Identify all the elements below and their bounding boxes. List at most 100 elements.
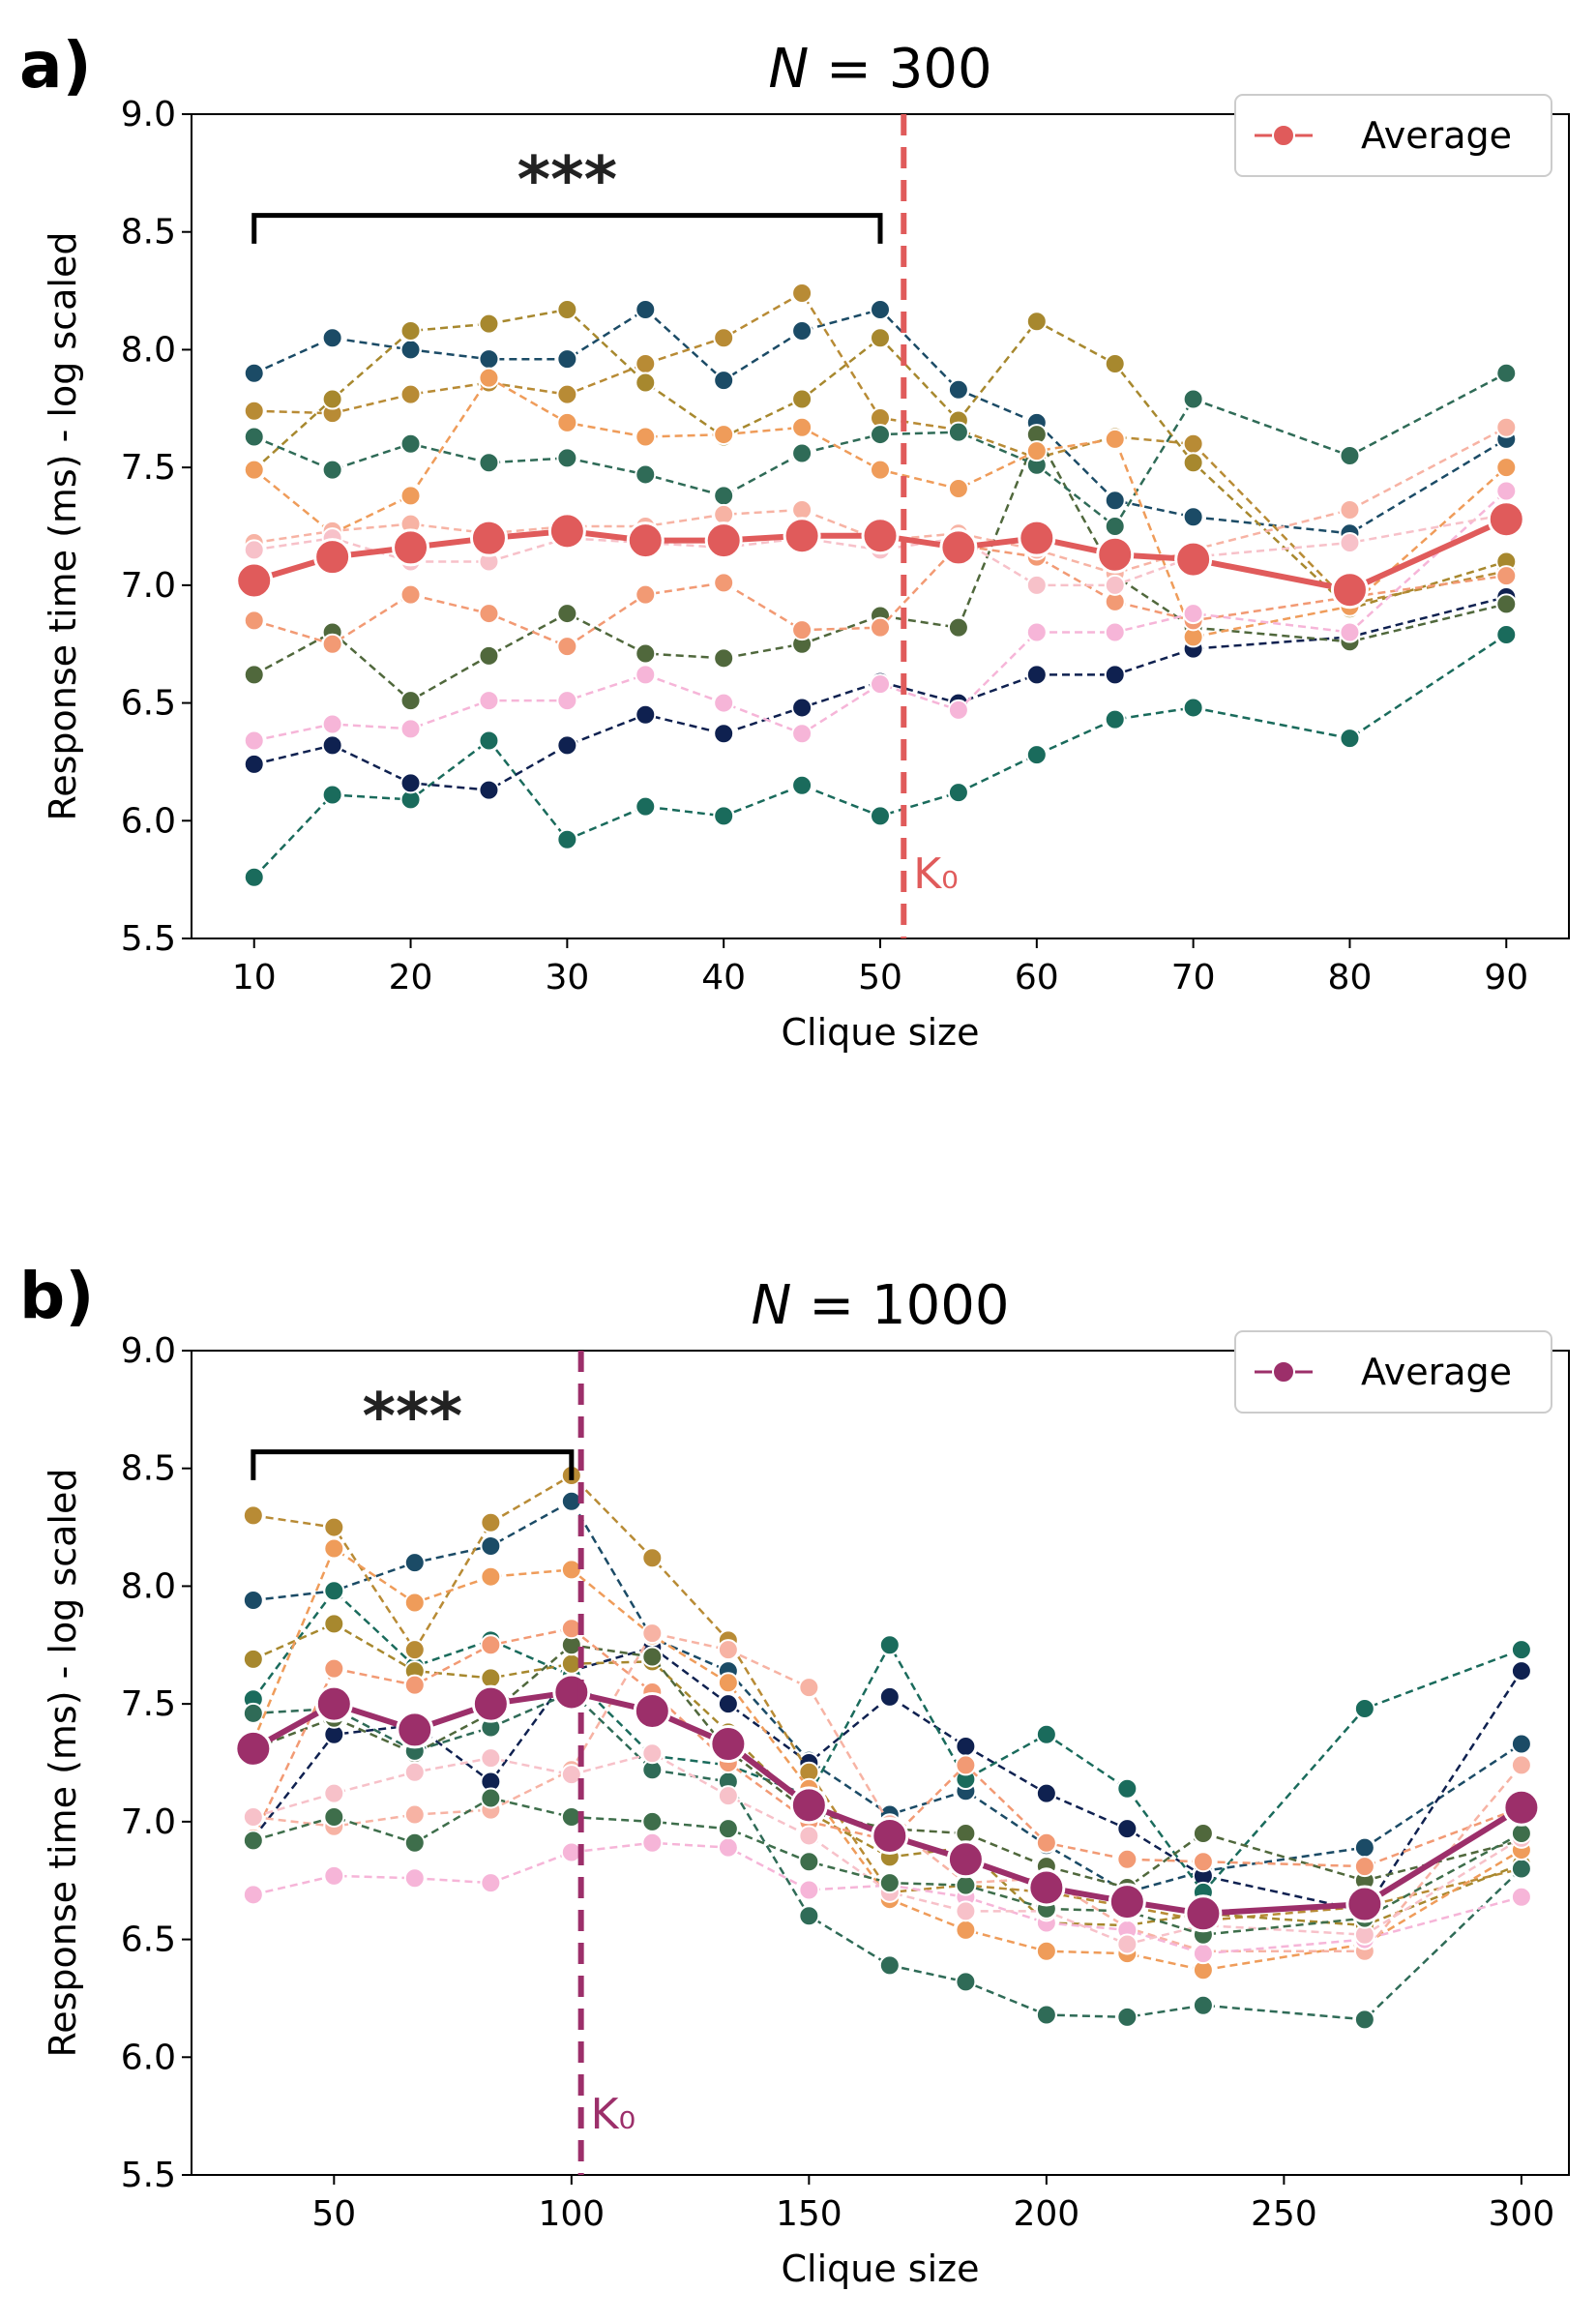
series-point (870, 459, 891, 481)
series-point (1025, 744, 1048, 766)
series-point (480, 1747, 502, 1770)
series-point (641, 1810, 664, 1832)
significance-stars: *** (517, 143, 618, 218)
series-point (1116, 1777, 1138, 1800)
legend-box (1234, 1330, 1552, 1414)
series-point (798, 1905, 820, 1927)
series-point (713, 327, 735, 349)
series-point (635, 664, 657, 686)
series-point (1510, 1733, 1532, 1755)
series-point (478, 690, 500, 712)
series-point (1104, 664, 1126, 686)
average-point (1345, 1885, 1384, 1923)
series-point (1035, 1782, 1057, 1804)
y-tick-label: 6.5 (121, 1920, 176, 1960)
x-tick-label: 10 (232, 958, 277, 997)
series-point (1510, 1754, 1532, 1776)
series-point (478, 603, 500, 625)
y-tick-label: 7.5 (121, 448, 176, 488)
series-point (955, 1919, 977, 1941)
series-point (1495, 480, 1518, 502)
series-point (870, 327, 891, 349)
series-point (243, 539, 265, 561)
average-point (396, 1711, 434, 1749)
y-tick-label: 6.5 (121, 684, 176, 724)
series-point (1353, 1836, 1375, 1859)
series-point (870, 673, 891, 696)
series-point (478, 729, 500, 752)
average-point (946, 1840, 985, 1879)
series-point (947, 782, 969, 804)
series-point (878, 1954, 901, 1977)
series-point (243, 362, 265, 384)
series-point (713, 572, 735, 594)
series-point (791, 442, 813, 464)
legend-label: Average (1361, 114, 1512, 157)
series-point (1192, 1851, 1214, 1873)
series-point (560, 1559, 582, 1581)
series-point (791, 416, 813, 438)
series-point (791, 283, 813, 305)
series-point (641, 1622, 664, 1645)
series-point (560, 1764, 582, 1786)
series-point (556, 734, 578, 757)
series-point (243, 753, 265, 775)
series-point (791, 619, 813, 641)
series-point (1035, 2004, 1057, 2026)
k0-label: K₀ (913, 849, 959, 899)
series-point (403, 1639, 426, 1661)
series-point (478, 348, 500, 371)
series-point (321, 459, 343, 481)
series-point (878, 1685, 901, 1708)
series-point (399, 319, 422, 342)
x-tick-label: 90 (1484, 958, 1528, 997)
y-axis-label: Response time (ms) - log scaled (42, 232, 84, 821)
series-point (323, 1613, 345, 1635)
y-tick-label: 8.0 (121, 330, 176, 370)
series-point (1339, 444, 1361, 466)
legend-marker (1272, 124, 1295, 147)
series-point (947, 421, 969, 443)
x-tick-label: 200 (1014, 2194, 1080, 2234)
series-point (243, 729, 265, 752)
average-point (1502, 1788, 1541, 1827)
series-point (399, 583, 422, 606)
series-point (955, 1971, 977, 1993)
series-point (1339, 728, 1361, 750)
series-point (1339, 532, 1361, 554)
series-point (1104, 353, 1126, 375)
series-point (478, 313, 500, 335)
series-point (798, 1851, 820, 1873)
series-point (1495, 362, 1518, 384)
chart-title: N = 300 (768, 38, 991, 101)
average-point (1174, 540, 1213, 579)
x-tick-label: 80 (1328, 958, 1373, 997)
y-tick-label: 9.0 (121, 95, 176, 134)
average-point (704, 521, 743, 560)
series-point (1495, 416, 1518, 438)
average-point (626, 521, 665, 560)
series-point (635, 353, 657, 375)
x-tick-label: 70 (1171, 958, 1216, 997)
x-tick-label: 100 (538, 2194, 605, 2234)
series-point (323, 1580, 345, 1602)
series-point (870, 424, 891, 446)
series-point (1182, 697, 1204, 719)
series-point (1510, 1858, 1532, 1880)
series-point (1104, 621, 1126, 643)
legend-marker (1272, 1360, 1295, 1384)
series-point (323, 1805, 345, 1828)
series-point (323, 1657, 345, 1680)
y-tick-label: 8.5 (121, 213, 176, 253)
series-point (243, 664, 265, 686)
average-point (1018, 519, 1056, 557)
series-point (403, 1867, 426, 1890)
series-point (1495, 623, 1518, 645)
average-point (1096, 535, 1135, 574)
series-point (955, 1900, 977, 1922)
series-point (480, 1634, 502, 1656)
series-point (641, 1742, 664, 1765)
chart-title: N = 1000 (752, 1274, 1010, 1337)
series-point (1339, 621, 1361, 643)
series-point (1353, 1856, 1375, 1878)
